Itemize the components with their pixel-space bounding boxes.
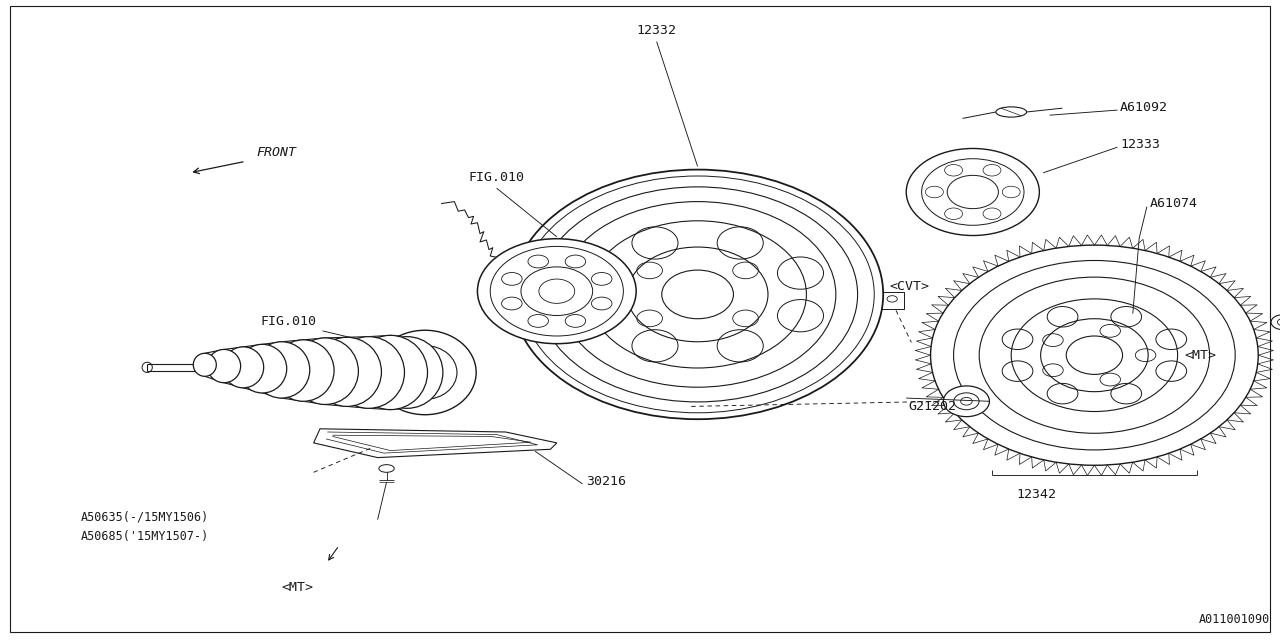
- Ellipse shape: [374, 330, 476, 415]
- Ellipse shape: [292, 338, 358, 404]
- Text: A50685('15MY1507-): A50685('15MY1507-): [81, 530, 209, 543]
- Ellipse shape: [1271, 314, 1280, 330]
- Ellipse shape: [512, 170, 883, 419]
- Text: 12342: 12342: [1016, 488, 1057, 500]
- FancyBboxPatch shape: [881, 292, 904, 309]
- Ellipse shape: [371, 337, 443, 408]
- Text: FIG.010: FIG.010: [260, 315, 316, 328]
- Ellipse shape: [353, 335, 428, 410]
- Text: <MT>: <MT>: [282, 581, 314, 594]
- Ellipse shape: [333, 337, 404, 408]
- Ellipse shape: [906, 148, 1039, 236]
- Ellipse shape: [223, 347, 264, 388]
- Text: <CVT>: <CVT>: [890, 280, 929, 293]
- Ellipse shape: [253, 342, 310, 398]
- Ellipse shape: [312, 337, 381, 406]
- Text: FRONT: FRONT: [256, 146, 296, 159]
- Ellipse shape: [273, 340, 334, 401]
- Ellipse shape: [477, 239, 636, 344]
- Text: A50635(-/15MY1506): A50635(-/15MY1506): [81, 511, 209, 524]
- Ellipse shape: [379, 465, 394, 472]
- Polygon shape: [314, 429, 557, 458]
- Ellipse shape: [207, 349, 241, 383]
- Text: A61074: A61074: [1149, 197, 1198, 210]
- Ellipse shape: [996, 107, 1027, 117]
- Ellipse shape: [943, 386, 989, 417]
- Text: <MT>: <MT>: [1184, 349, 1216, 362]
- Text: A61092: A61092: [1120, 101, 1169, 114]
- Ellipse shape: [238, 344, 287, 393]
- Text: 30216: 30216: [586, 475, 626, 488]
- Text: 12333: 12333: [1120, 138, 1160, 150]
- Text: G21202: G21202: [909, 400, 957, 413]
- Text: 12332: 12332: [636, 24, 677, 37]
- Text: A011001090: A011001090: [1198, 613, 1270, 626]
- Text: FIG.010: FIG.010: [468, 172, 525, 184]
- Ellipse shape: [193, 353, 216, 376]
